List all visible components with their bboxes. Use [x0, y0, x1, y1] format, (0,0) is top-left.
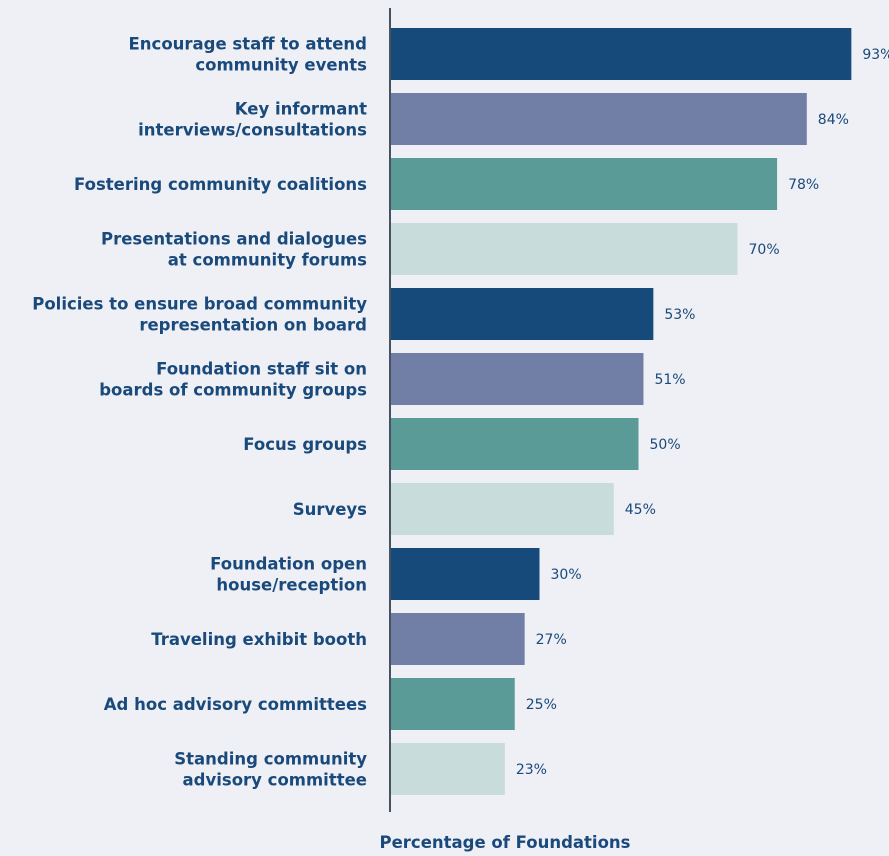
bar-0: [391, 28, 852, 80]
category-label-11-line-0: Standing community: [174, 750, 367, 769]
bars-layer: [391, 28, 852, 795]
category-label-8-line-0: Foundation open: [210, 555, 367, 574]
category-label-11: Standing community advisory committee: [174, 750, 367, 790]
category-label-3-line-0: Presentations and dialogues: [101, 230, 367, 249]
category-label-8: Foundation open house/reception: [210, 555, 367, 595]
category-label-10-line-0: Ad hoc advisory committees: [104, 695, 367, 714]
bar-1: [391, 93, 807, 145]
category-label-7-line-0: Surveys: [293, 500, 367, 519]
category-label-11-line-1: advisory committee: [183, 771, 367, 790]
value-label-9: 27%: [536, 632, 567, 648]
category-labels-layer: Encourage staff to attend community event…: [32, 35, 367, 790]
value-label-5: 51%: [654, 372, 685, 388]
category-label-6-line-0: Focus groups: [243, 435, 367, 454]
bar-9: [391, 613, 525, 665]
category-label-1: Key informant interviews/consultations: [138, 100, 367, 140]
category-label-0-line-0: Encourage staff to attend: [129, 35, 367, 54]
value-label-10: 25%: [526, 697, 557, 713]
value-label-8: 30%: [551, 567, 582, 583]
category-label-0-line-1: community events: [195, 56, 367, 75]
value-label-0: 93%: [862, 47, 889, 63]
value-label-1: 84%: [818, 112, 849, 128]
value-label-4: 53%: [664, 307, 695, 323]
category-label-5-line-1: boards of community groups: [99, 381, 367, 400]
category-label-4-line-0: Policies to ensure broad community: [32, 295, 367, 314]
category-label-5: Foundation staff sit on boards of communi…: [99, 360, 367, 400]
category-label-4-line-1: representation on board: [139, 316, 367, 335]
category-label-1-line-1: interviews/consultations: [138, 121, 367, 140]
x-axis-label: Percentage of Foundations: [380, 833, 631, 852]
bar-5: [391, 353, 644, 405]
bar-10: [391, 678, 515, 730]
category-label-9-line-0: Traveling exhibit booth: [151, 630, 367, 649]
category-label-0: Encourage staff to attend community event…: [129, 35, 368, 75]
category-label-10: Ad hoc advisory committees: [104, 695, 367, 714]
category-label-2: Fostering community coalitions: [74, 175, 367, 194]
category-label-7: Surveys: [293, 500, 367, 519]
bar-2: [391, 158, 778, 210]
value-label-3: 70%: [749, 242, 780, 258]
bar-11: [391, 743, 505, 795]
value-labels-layer: 93% 84% 78% 70% 53% 51% 50% 45% 30% 27% 25% 23%: [516, 47, 889, 778]
bar-4: [391, 288, 654, 340]
category-label-4: Policies to ensure broad community repres…: [32, 295, 367, 335]
category-label-8-line-1: house/reception: [216, 576, 367, 595]
bar-7: [391, 483, 614, 535]
category-label-2-line-0: Fostering community coalitions: [74, 175, 367, 194]
category-label-1-line-0: Key informant: [235, 100, 367, 119]
bar-8: [391, 548, 540, 600]
category-label-9: Traveling exhibit booth: [151, 630, 367, 649]
category-label-5-line-0: Foundation staff sit on: [156, 360, 367, 379]
value-label-2: 78%: [788, 177, 819, 193]
bar-6: [391, 418, 639, 470]
bar-3: [391, 223, 738, 275]
value-label-7: 45%: [625, 502, 656, 518]
value-label-11: 23%: [516, 762, 547, 778]
category-label-6: Focus groups: [243, 435, 367, 454]
value-label-6: 50%: [650, 437, 681, 453]
category-label-3: Presentations and dialogues at community …: [101, 230, 367, 270]
category-label-3-line-1: at community forums: [168, 251, 367, 270]
